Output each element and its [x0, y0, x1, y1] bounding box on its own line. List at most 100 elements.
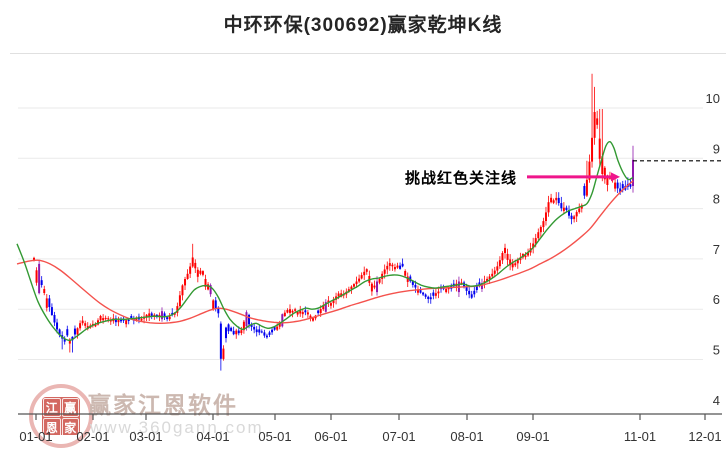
candle-body	[496, 266, 499, 271]
candle-body	[281, 314, 284, 327]
candle-body	[140, 318, 143, 321]
candle-body	[191, 257, 194, 267]
candle-body	[304, 310, 307, 313]
candle-body	[360, 275, 363, 279]
candle-body	[312, 318, 315, 321]
candle-body	[386, 265, 389, 270]
candle-body	[50, 307, 53, 315]
candle-body	[127, 319, 130, 321]
candle-body	[601, 156, 604, 174]
candle-body	[166, 317, 169, 320]
candle-body	[278, 322, 281, 327]
candle-body	[99, 316, 102, 321]
candle-body	[509, 259, 512, 266]
candle-body	[186, 273, 189, 279]
candle-body	[332, 299, 335, 304]
candle-body	[294, 309, 297, 311]
candle-body	[230, 327, 233, 331]
candle-body	[130, 316, 133, 319]
candle-body	[547, 202, 550, 213]
candle-body	[552, 200, 555, 203]
candle-body	[58, 329, 61, 336]
candle-body	[527, 252, 530, 256]
candle-body	[411, 281, 414, 285]
grid-layer: 10 9 8 7 6 5 4	[18, 91, 720, 408]
x-axis-label: 04-01	[196, 429, 229, 444]
annotation-challenge-line-label[interactable]: 挑战红色关注线	[405, 170, 518, 187]
candle-body	[283, 312, 286, 316]
candle-body	[79, 323, 82, 329]
candle-body	[288, 309, 291, 313]
kline-chart-canvas[interactable]: 10 9 8 7 6 5 4 01-01 02-01 03-01 04-01 05-01 06-01 07…	[0, 53, 726, 450]
candle-body	[184, 279, 187, 286]
candle-body	[196, 269, 199, 277]
candle-body	[562, 207, 565, 211]
candle-body	[603, 167, 606, 180]
candle-body	[201, 271, 204, 275]
candle-body	[322, 305, 325, 310]
x-axis: 01-01 02-01 03-01 04-01 05-01 06-01 07-01 08-01…	[18, 413, 722, 444]
candle-body	[447, 287, 450, 290]
candle-body	[537, 232, 540, 239]
x-axis-label: 05-01	[258, 429, 291, 444]
candle-body	[178, 295, 181, 306]
candle-body	[265, 335, 268, 338]
annotation-pointer-line[interactable]	[527, 172, 620, 182]
candle-body	[475, 285, 478, 290]
candle-body	[176, 306, 179, 313]
candle-body	[555, 197, 558, 201]
candle-body	[445, 288, 448, 293]
candle-body	[306, 312, 309, 315]
candle-body	[271, 329, 274, 333]
candle-body	[245, 312, 248, 327]
candle-body	[376, 281, 379, 293]
candle-body	[568, 210, 570, 216]
title-separator	[10, 53, 726, 54]
candle-body	[204, 279, 207, 287]
candle-body	[276, 326, 279, 330]
candle-body	[71, 336, 74, 341]
candle-body	[56, 322, 59, 330]
candle-body	[263, 332, 266, 336]
candle-body	[606, 176, 609, 185]
candle-body	[532, 243, 535, 249]
seal-char: 恩	[43, 418, 61, 437]
candle-body	[465, 286, 468, 291]
candle-body	[163, 313, 166, 318]
candle-body	[214, 300, 217, 309]
candle-body	[575, 212, 578, 217]
candle-body	[260, 331, 263, 333]
candle-body	[501, 253, 504, 261]
candle-body	[583, 186, 586, 196]
candle-body	[516, 260, 519, 264]
candle-body	[194, 262, 197, 269]
candle-body	[524, 255, 527, 258]
candle-body	[434, 293, 437, 296]
candle-body	[235, 330, 238, 335]
candle-body	[396, 265, 399, 268]
candle-body	[550, 197, 553, 203]
candle-body	[560, 203, 563, 209]
candle-body	[437, 291, 440, 294]
y-axis-label: 8	[713, 192, 720, 207]
candle-body	[414, 284, 417, 288]
candle-body	[480, 283, 483, 289]
candle-body	[248, 314, 251, 325]
candle-body	[542, 221, 545, 228]
y-axis-label: 10	[706, 91, 720, 106]
gann-seal-logo: 江 赢 恩 家	[29, 384, 93, 448]
candle-body	[370, 283, 373, 292]
candle-body	[621, 184, 624, 189]
candle-body	[63, 338, 66, 342]
candle-body	[117, 319, 120, 323]
candle-body	[585, 179, 588, 196]
candle-body	[473, 290, 476, 295]
candle-body	[493, 270, 496, 274]
candle-body	[168, 316, 171, 320]
candle-body	[242, 321, 245, 331]
candle-body	[401, 263, 404, 267]
candle-body	[629, 184, 632, 187]
candle-body	[573, 216, 576, 220]
candle-body	[209, 285, 212, 295]
candle-body	[365, 269, 368, 272]
